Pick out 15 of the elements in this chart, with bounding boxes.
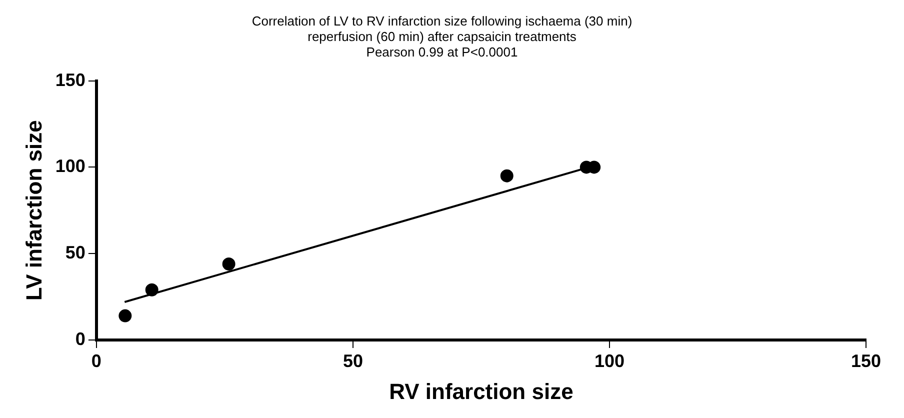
x-tick-label: 0 xyxy=(91,350,102,371)
y-tick-label: 100 xyxy=(55,156,86,176)
point xyxy=(145,283,158,296)
y-axis-title: LV infarction size xyxy=(21,120,46,301)
x-tick-label: 150 xyxy=(850,350,882,371)
chart-title: Correlation of LV to RV infarction size following ischaema (30 min) reperfusion (60 min) after capsaicin treatments Pearson 0.99 at P<0.0001 xyxy=(252,13,632,60)
x-tick-label: 100 xyxy=(594,350,624,371)
y-tick-label: 0 xyxy=(75,328,86,349)
point xyxy=(222,257,236,270)
y-tick-label: 50 xyxy=(65,242,86,263)
x-axis-title: RV infarction size xyxy=(389,378,574,404)
x-tick-label: 50 xyxy=(342,350,363,371)
y-tick-label: 150 xyxy=(55,70,86,90)
point xyxy=(500,169,514,182)
point xyxy=(118,309,132,322)
